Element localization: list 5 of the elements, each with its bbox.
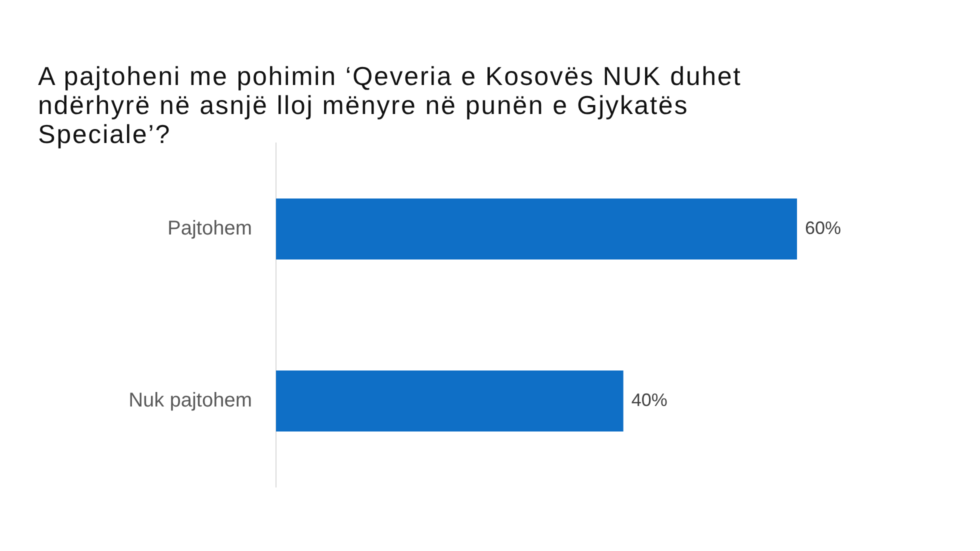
data-label: 60%	[805, 218, 842, 238]
data-label: 40%	[631, 390, 668, 410]
y-tick-label: Pajtohem	[168, 218, 252, 240]
y-tick-label: Nuk pajtohem	[128, 390, 252, 412]
chart-title: A pajtoheni me pohimin ‘Qeveria e Kosovës NUK duhet ndërhyrë në asnjë lloj mënyre në punën e Gjykatës Speciale’?	[38, 61, 743, 149]
